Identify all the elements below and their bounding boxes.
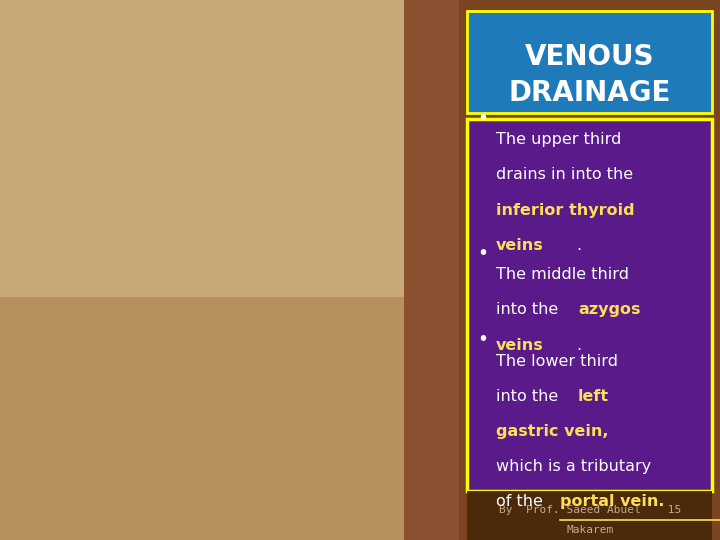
Text: The lower third: The lower third <box>496 354 618 369</box>
Text: veins: veins <box>496 238 544 253</box>
Text: VENOUS: VENOUS <box>525 43 654 71</box>
FancyBboxPatch shape <box>467 119 712 491</box>
Text: •: • <box>477 244 489 263</box>
Text: DRAINAGE: DRAINAGE <box>508 79 671 107</box>
Text: which is a tributary: which is a tributary <box>496 459 651 474</box>
Text: By  Prof. Saeed Abuel    15: By Prof. Saeed Abuel 15 <box>498 505 681 515</box>
Text: into the: into the <box>496 389 563 404</box>
FancyBboxPatch shape <box>467 491 712 540</box>
Text: inferior thyroid: inferior thyroid <box>496 202 634 218</box>
Text: The upper third: The upper third <box>496 132 621 147</box>
Text: gastric vein,: gastric vein, <box>496 424 608 439</box>
Text: Makarem: Makarem <box>566 525 613 535</box>
Text: •: • <box>477 330 489 349</box>
Text: veins: veins <box>496 338 544 353</box>
Text: .: . <box>577 338 582 353</box>
Text: azygos: azygos <box>578 302 641 318</box>
Text: left: left <box>578 389 609 404</box>
Bar <box>0 297 459 540</box>
Text: The middle third: The middle third <box>496 267 629 282</box>
Text: into the: into the <box>496 302 563 318</box>
FancyBboxPatch shape <box>467 11 712 113</box>
Text: portal vein.: portal vein. <box>559 494 665 509</box>
Text: .: . <box>577 238 582 253</box>
Bar <box>0 0 459 297</box>
Text: drains in into the: drains in into the <box>496 167 633 183</box>
Bar <box>404 0 459 540</box>
Text: •: • <box>477 109 489 128</box>
Text: of the: of the <box>496 494 548 509</box>
